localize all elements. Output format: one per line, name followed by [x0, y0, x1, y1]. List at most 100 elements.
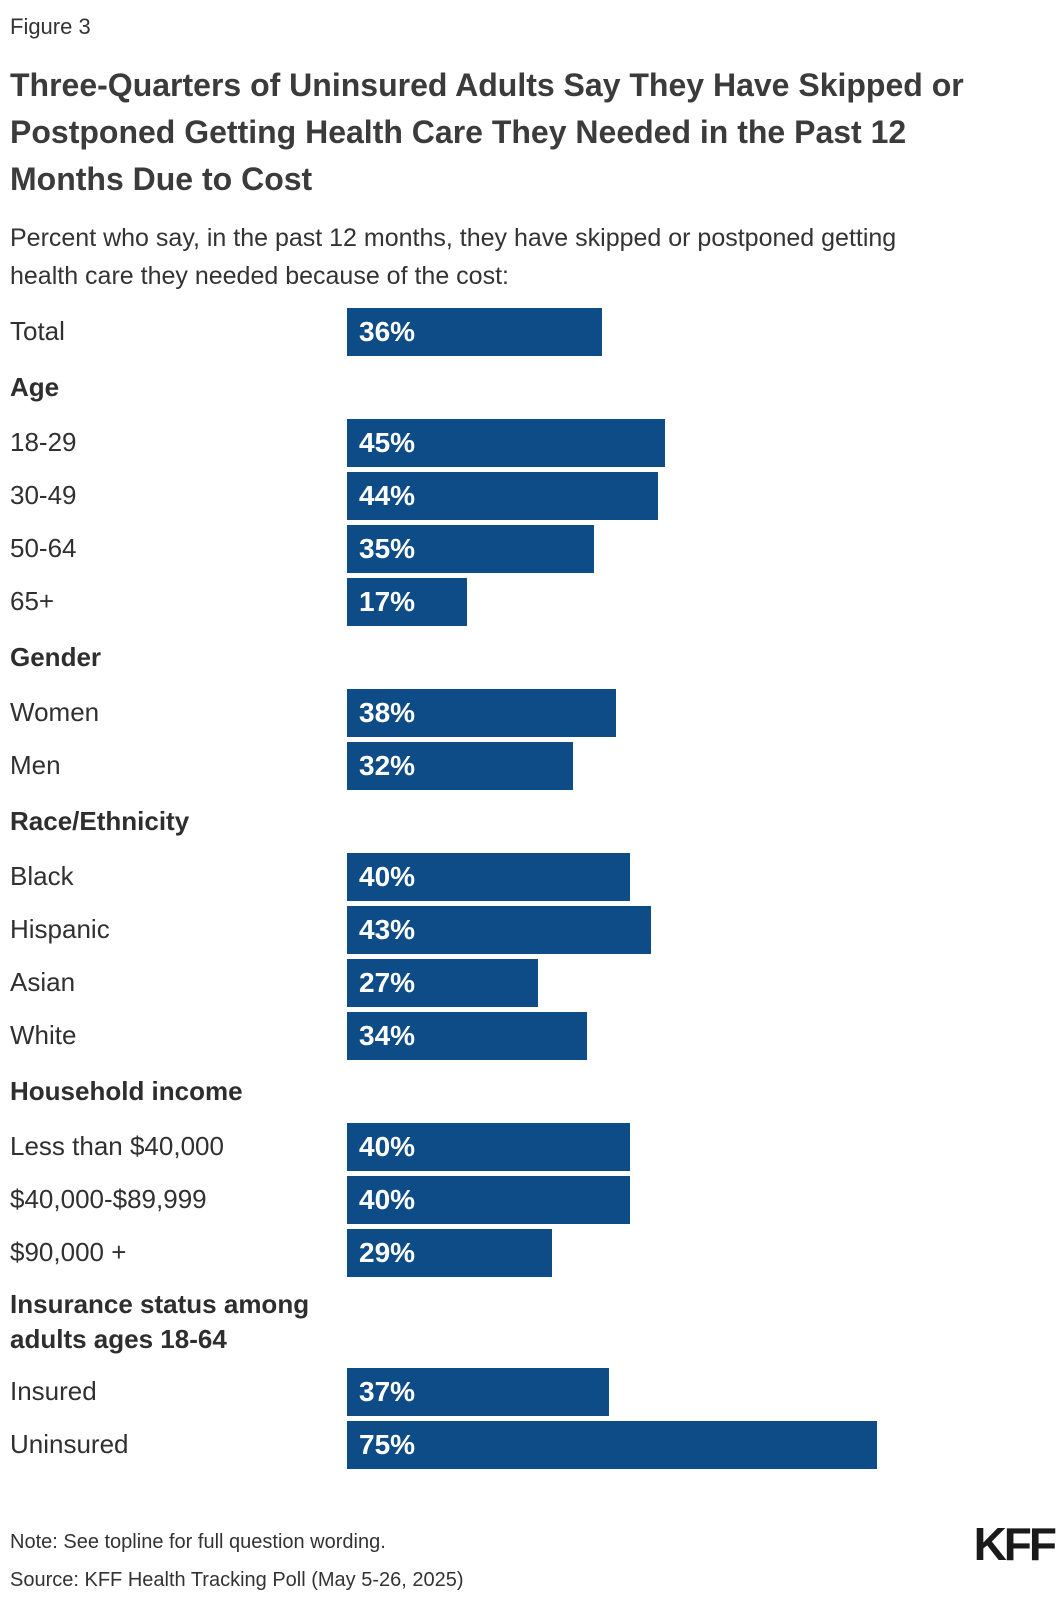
bar: 45% — [347, 418, 666, 467]
row-label: Women — [10, 697, 100, 727]
bar: 38% — [347, 688, 616, 737]
kff-logo: KFF — [973, 1518, 1057, 1570]
bar: 40% — [347, 1175, 630, 1224]
figure-title-line: Postponed Getting Health Care They Neede… — [10, 114, 907, 150]
chart-row: $40,000-$89,999 40% — [10, 1173, 1054, 1226]
figure-subtitle-line: Percent who say, in the past 12 months, … — [10, 224, 897, 252]
chart-row: Insured 37% — [10, 1365, 1054, 1418]
bar-value-label: 32% — [359, 749, 416, 781]
chart-row: White 34% — [10, 1009, 1054, 1062]
chart-row: Women 38% — [10, 686, 1054, 739]
figure-title: Three-Quarters of Uninsured Adults Say T… — [10, 62, 1054, 203]
bar-track: 40% — [347, 852, 1054, 901]
bar: 34% — [347, 1011, 588, 1060]
bar-value-label: 27% — [359, 966, 416, 998]
chart-row: 18-29 45% — [10, 416, 1054, 469]
row-label: 50-64 — [10, 533, 77, 563]
bar-value-label: 17% — [359, 585, 416, 617]
row-label: 65+ — [10, 586, 55, 616]
row-label: Black — [10, 861, 74, 891]
bar-track: 40% — [347, 1122, 1054, 1171]
bar: 17% — [347, 577, 468, 626]
bar-track: 29% — [347, 1228, 1054, 1277]
bar-track: 34% — [347, 1011, 1054, 1060]
row-label: Hispanic — [10, 914, 110, 944]
row-label: 18-29 — [10, 427, 77, 457]
bar-track: 45% — [347, 418, 1054, 467]
bar: 32% — [347, 741, 574, 790]
row-label: Insured — [10, 1376, 97, 1406]
source-text: Source: KFF Health Tracking Poll (May 5-… — [10, 1569, 464, 1591]
row-label: Less than $40,000 — [10, 1131, 224, 1161]
bar-value-label: 75% — [359, 1428, 416, 1460]
bar-track: 32% — [347, 741, 1054, 790]
figure-label: Figure 3 — [10, 14, 91, 39]
bar: 43% — [347, 905, 651, 954]
chart-row: Asian 27% — [10, 956, 1054, 1009]
bar-track: 44% — [347, 471, 1054, 520]
row-label: Asian — [10, 967, 76, 997]
bar: 44% — [347, 471, 659, 520]
chart-row: 65+ 17% — [10, 575, 1054, 628]
chart-row: Hispanic 43% — [10, 903, 1054, 956]
bar-track: 27% — [347, 958, 1054, 1007]
row-label: Total — [10, 316, 65, 346]
section-header-row: Race/Ethnicity — [10, 792, 1054, 850]
bar-track: 37% — [347, 1367, 1054, 1416]
figure-title-line: Months Due to Cost — [10, 161, 313, 197]
bar: 36% — [347, 307, 602, 356]
bar-track: 38% — [347, 688, 1054, 737]
bar-value-label: 45% — [359, 426, 416, 458]
bar-value-label: 40% — [359, 1183, 416, 1215]
chart-row: $90,000 + 29% — [10, 1226, 1054, 1279]
row-label: $40,000-$89,999 — [10, 1184, 207, 1214]
bar-track: 75% — [347, 1420, 1054, 1469]
chart-row: 50-64 35% — [10, 522, 1054, 575]
row-label: $90,000 + — [10, 1237, 127, 1267]
row-label: Uninsured — [10, 1429, 129, 1459]
row-label: Men — [10, 750, 61, 780]
bar: 29% — [347, 1228, 553, 1277]
bar: 27% — [347, 958, 538, 1007]
chart-row: 30-49 44% — [10, 469, 1054, 522]
chart-row: Total 36% — [10, 305, 1054, 358]
bar-track: 40% — [347, 1175, 1054, 1224]
bar-value-label: 36% — [359, 315, 416, 347]
section-header-line: Insurance status among — [10, 1289, 310, 1319]
section-header-line: adults ages 18-64 — [10, 1324, 227, 1354]
row-label: White — [10, 1020, 77, 1050]
bar: 40% — [347, 1122, 630, 1171]
row-label: 30-49 — [10, 480, 77, 510]
bar-value-label: 34% — [359, 1019, 416, 1051]
section-header-row: Age — [10, 358, 1054, 416]
section-header-row: Gender — [10, 628, 1054, 686]
bar-value-label: 37% — [359, 1375, 416, 1407]
section-header: Race/Ethnicity — [10, 805, 190, 836]
figure-subtitle: Percent who say, in the past 12 months, … — [10, 219, 1054, 295]
bar-track: 36% — [347, 307, 1054, 356]
bar-value-label: 35% — [359, 532, 416, 564]
section-header: Household income — [10, 1075, 243, 1106]
bar-value-label: 44% — [359, 479, 416, 511]
bar-track: 43% — [347, 905, 1054, 954]
bar-value-label: 40% — [359, 1130, 416, 1162]
chart-row: Men 32% — [10, 739, 1054, 792]
figure-subtitle-line: health care they needed because of the c… — [10, 262, 509, 290]
bar-value-label: 29% — [359, 1236, 416, 1268]
chart-row: Black 40% — [10, 850, 1054, 903]
bar: 75% — [347, 1420, 878, 1469]
figure-title-line: Three-Quarters of Uninsured Adults Say T… — [10, 67, 964, 103]
bar-track: 17% — [347, 577, 1054, 626]
bar-track: 35% — [347, 524, 1054, 573]
bar: 40% — [347, 852, 630, 901]
section-header: Insurance status among adults ages 18-64 — [10, 1287, 309, 1357]
bar: 37% — [347, 1367, 609, 1416]
section-header: Age — [10, 371, 60, 402]
note-text: Note: See topline for full question word… — [10, 1531, 386, 1553]
bar-value-label: 40% — [359, 860, 416, 892]
footnotes: Note: See topline for full question word… — [10, 1529, 464, 1593]
bar-chart: Total 36% Age 18-29 45% 30-49 44% 50-64 35% 65+ 17… — [10, 305, 1054, 1471]
bar: 35% — [347, 524, 595, 573]
section-header-row: Household income — [10, 1062, 1054, 1120]
